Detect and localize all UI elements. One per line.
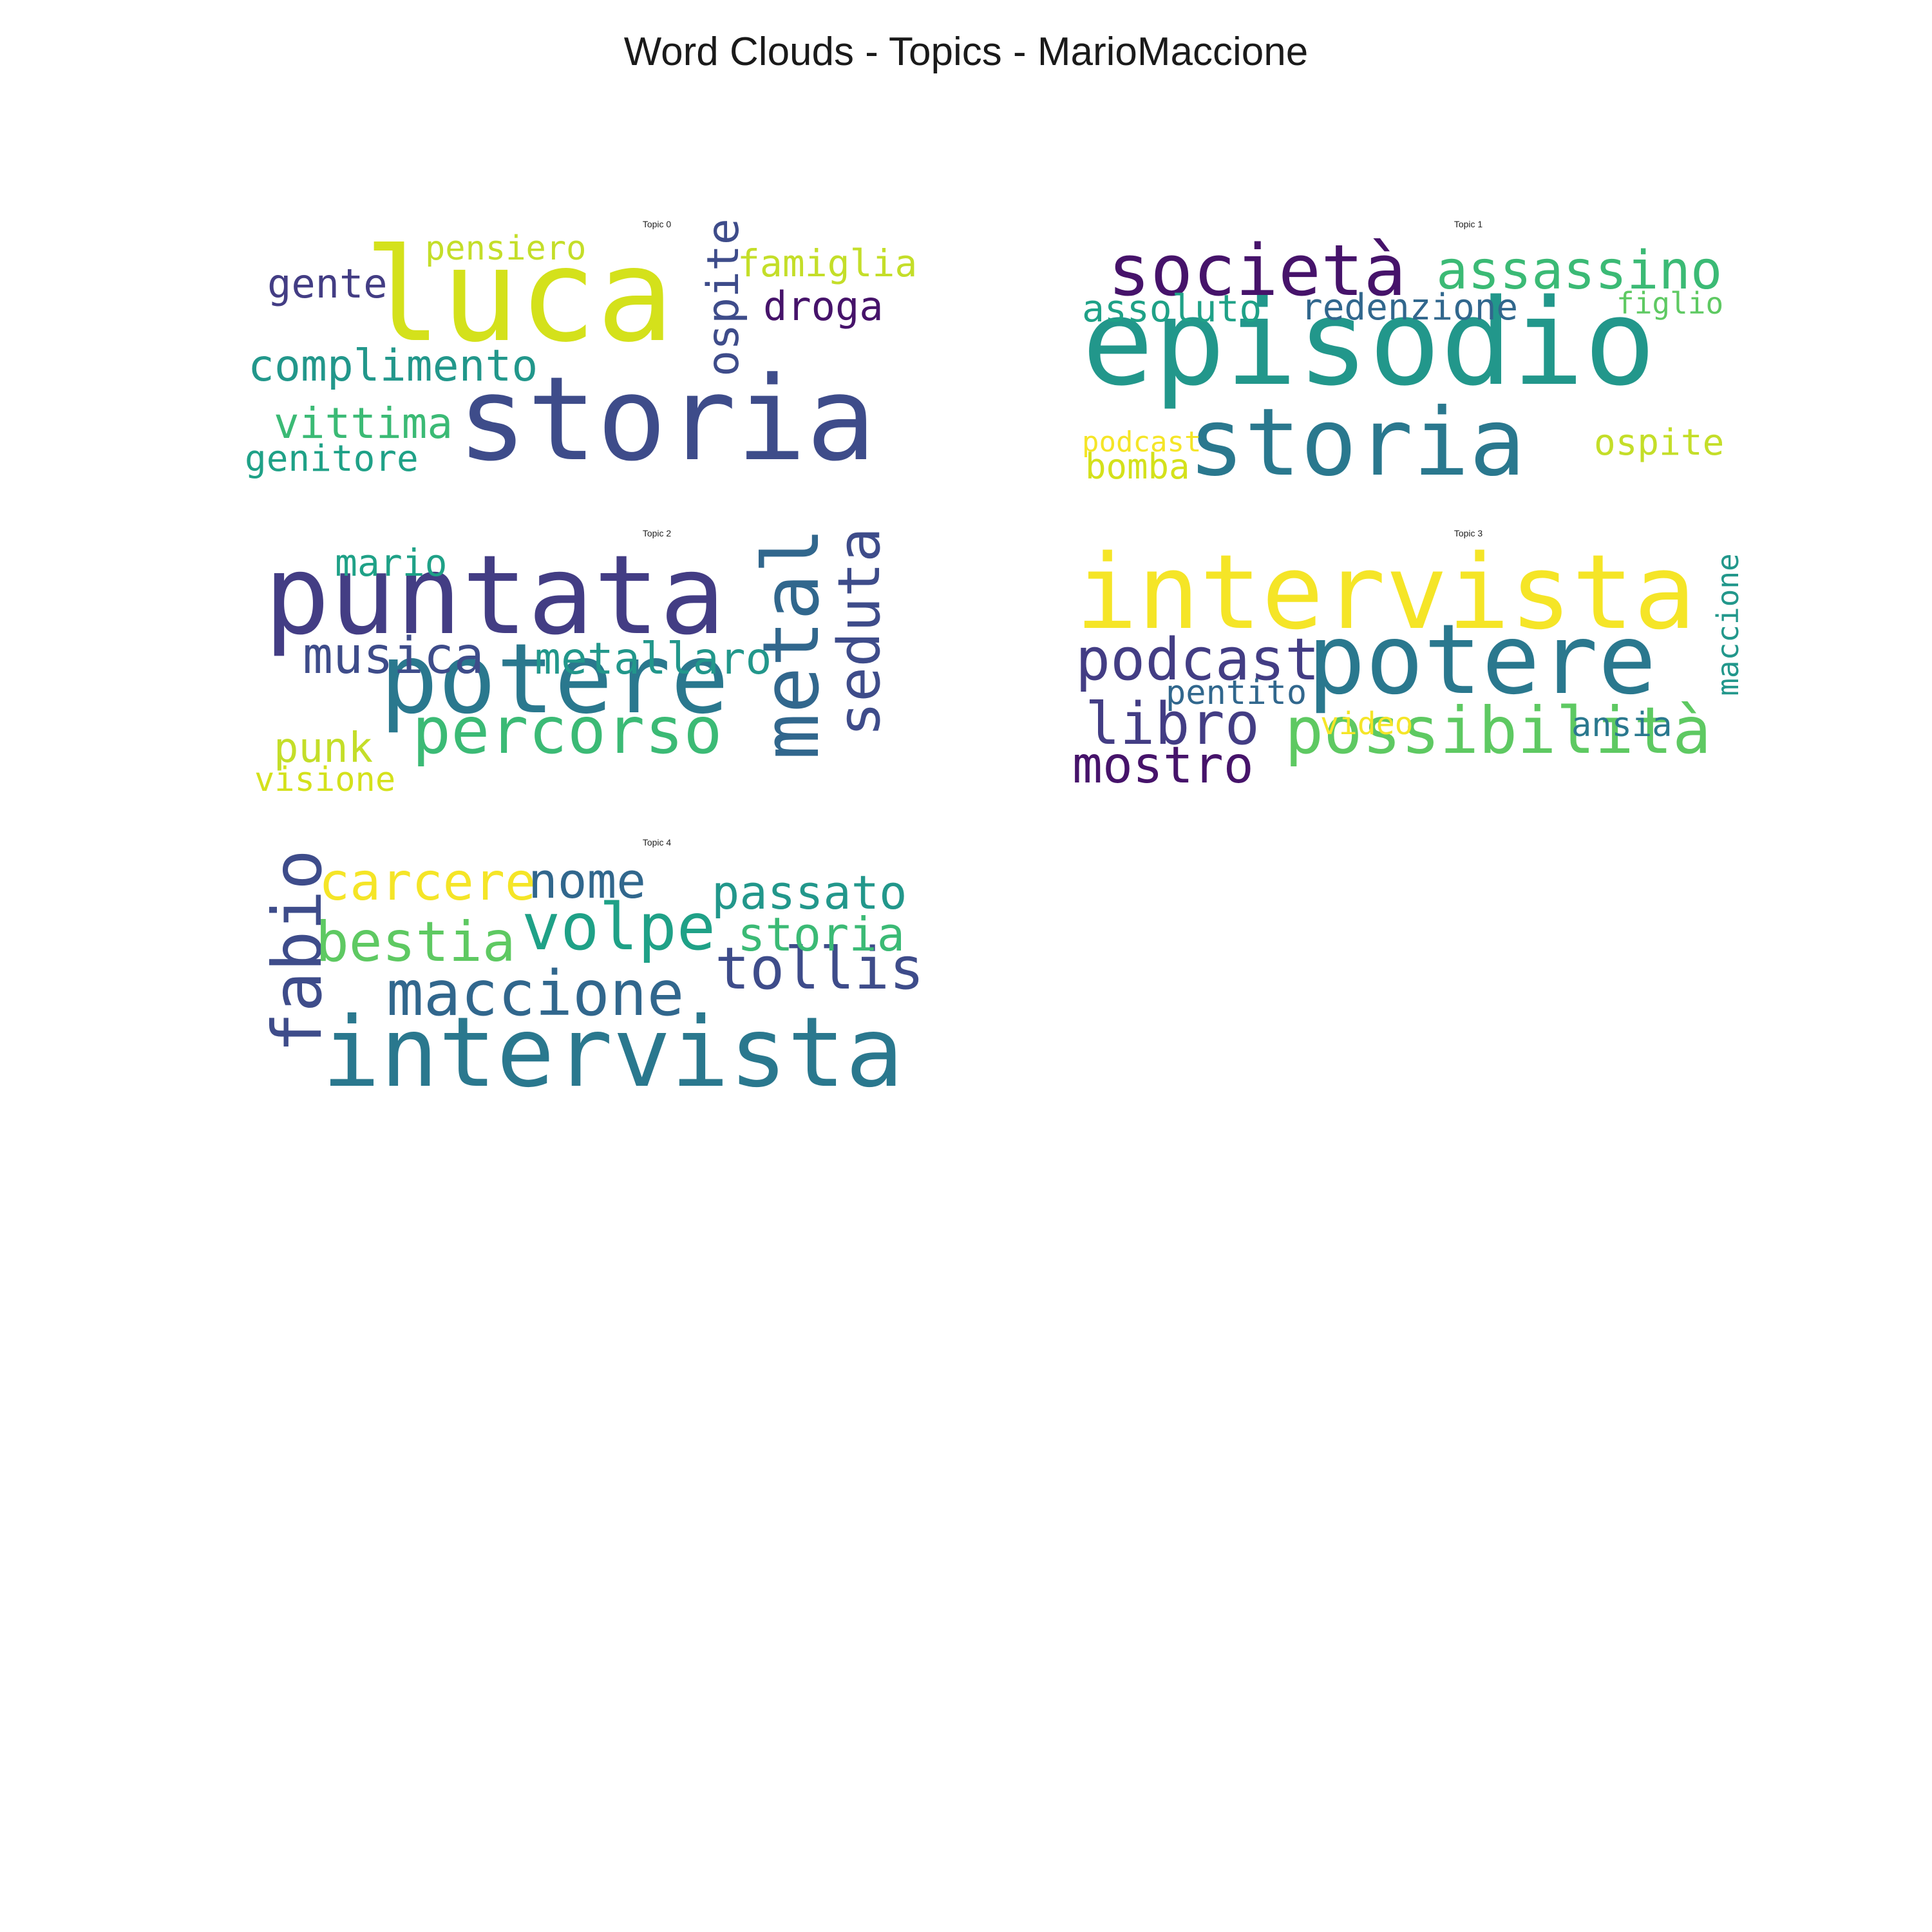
- topic-2-word-punk: punk: [274, 724, 374, 772]
- topic-0-word-storia: storia: [457, 352, 876, 487]
- topic-4-word-bestia: bestia: [316, 910, 516, 974]
- topic-2-word-musica: musica: [303, 627, 484, 685]
- topic-3-title: Topic 3: [1454, 528, 1483, 538]
- topic-3-word-potere: potere: [1307, 604, 1656, 716]
- topic-1-word-episodio: episodio: [1082, 273, 1656, 412]
- topic-2-word-mario: mario: [335, 541, 448, 585]
- topic-2-word-puntata: puntata: [264, 532, 726, 659]
- topic-4-wordcloud: intervista fabio maccione volpe tollis bestia…: [238, 837, 1075, 1121]
- topic-3-word-maccione: maccione: [1710, 553, 1745, 696]
- topic-3-word-mostro: mostro: [1072, 737, 1254, 795]
- topic-0-word-pensiero: pensiero: [425, 229, 587, 268]
- topic-4-word-intervista: intervista: [322, 997, 904, 1109]
- topic-2-panel: Topic 2 puntata potere metal seduta percorso…: [238, 527, 1075, 811]
- topic-3-word-libro: libro: [1085, 690, 1260, 758]
- topic-4-panel: Topic 4 intervista fabio maccione volpe toll…: [238, 837, 1075, 1121]
- topic-0-word-gente: gente: [267, 260, 388, 307]
- topic-2-word-metallaro: metallaro: [535, 634, 772, 685]
- topic-3-word-ansia: ansia: [1571, 706, 1672, 744]
- topic-0-word-luca: luca: [364, 221, 674, 371]
- topic-1-panel: Topic 1 episodio storia società assassino as…: [1050, 219, 1887, 502]
- topic-1-title: Topic 1: [1454, 219, 1483, 229]
- topic-2-wordcloud: puntata potere metal seduta percorso musica me…: [238, 527, 1075, 811]
- topic-2-word-seduta: seduta: [826, 527, 893, 737]
- topic-4-word-nome: nome: [528, 852, 647, 909]
- topic-0-wordcloud: storia luca complimento ospite gente pensiero…: [238, 218, 1075, 502]
- topic-4-word-tollis: tollis: [715, 935, 925, 1003]
- topic-4-word-storia: storia: [737, 907, 905, 961]
- topic-1-word-podcast: podcast: [1082, 426, 1202, 459]
- topic-3-word-possibilit: possibilità: [1285, 693, 1712, 768]
- topic-2-word-potere: potere: [380, 623, 729, 735]
- topic-4-word-volpe: volpe: [522, 889, 716, 965]
- topic-0-word-genitore: genitore: [245, 438, 419, 480]
- topic-1-word-ospite: ospite: [1594, 422, 1725, 464]
- topic-3-word-intervista: intervista: [1075, 532, 1696, 652]
- topic-2-word-percorso: percorso: [412, 693, 723, 768]
- topic-4-word-maccione: maccione: [386, 958, 685, 1030]
- topic-3-word-podcast: podcast: [1075, 626, 1320, 694]
- topic-3-wordcloud: intervista potere possibilità podcast libro m…: [1050, 528, 1887, 811]
- topic-1-word-storia: storia: [1188, 388, 1526, 497]
- topic-0-word-famiglia: famiglia: [737, 242, 918, 285]
- topic-2-word-visione: visione: [254, 761, 396, 799]
- topic-0-word-droga: droga: [763, 283, 884, 330]
- topic-4-word-passato: passato: [712, 866, 907, 920]
- topic-0-panel: Topic 0 storia luca complimento ospite gente…: [238, 218, 1075, 502]
- topic-0-word-complimento: complimento: [248, 341, 538, 392]
- topic-3-word-pentito: pentito: [1166, 674, 1307, 712]
- topic-0-title: Topic 0: [642, 219, 672, 229]
- topic-1-word-bomba: bomba: [1085, 446, 1190, 487]
- topic-1-word-assassino: assassino: [1436, 240, 1723, 301]
- topic-1-word-assoluto: assoluto: [1082, 287, 1262, 330]
- topic-3-panel: Topic 3 intervista potere possibilità podca…: [1050, 528, 1887, 811]
- figure-title: Word Clouds - Topics - MarioMaccione: [623, 30, 1309, 74]
- topic-3-word-video: video: [1320, 706, 1414, 742]
- topic-1-word-figlio: figlio: [1616, 286, 1724, 321]
- topic-4-title: Topic 4: [642, 837, 672, 848]
- topic-4-word-carcere: carcere: [319, 852, 536, 912]
- topic-1-word-societ: società: [1108, 229, 1406, 312]
- topic-2-title: Topic 2: [642, 528, 672, 538]
- topic-1-wordcloud: episodio storia società assassino assoluto re…: [1050, 219, 1887, 502]
- topic-1-word-redenzione: redenzione: [1301, 287, 1519, 328]
- topic-0-word-vittima: vittima: [274, 399, 453, 448]
